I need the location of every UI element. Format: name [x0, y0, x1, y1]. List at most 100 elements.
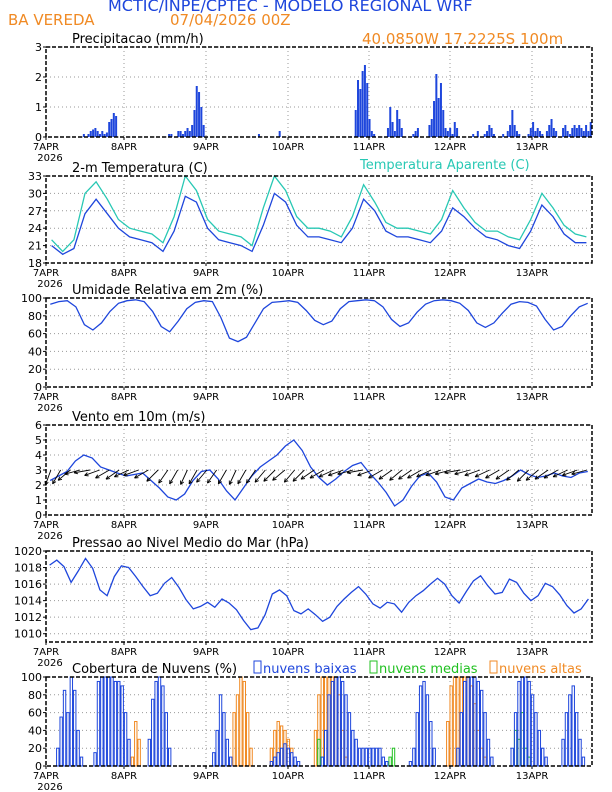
wind-arrow-head: [407, 474, 411, 479]
cloud-bar-0: [422, 680, 426, 767]
wind-arrow-head: [571, 473, 576, 476]
rh-ytick-label: 40: [28, 345, 42, 358]
wind-arrow-head: [57, 476, 61, 481]
cloud-bar-0: [167, 747, 172, 767]
cloud-bar-2: [130, 756, 135, 767]
wind-arrow-head: [196, 478, 199, 483]
wind-arrow: [228, 469, 237, 485]
temp-series-1: [51, 174, 587, 253]
wind-arrow-head: [123, 472, 127, 476]
wind-arrow: [389, 469, 403, 481]
cloud-bar-0: [337, 676, 341, 767]
cloud-bar-0: [351, 729, 355, 767]
cloud-bar-0: [524, 676, 528, 767]
wind-arrow-head: [73, 472, 79, 475]
wind-arrow: [134, 469, 149, 479]
cloud-bar-0: [544, 756, 548, 767]
rh-ytick-label: 60: [28, 328, 42, 341]
precip-bar: [428, 125, 431, 137]
precip-bar: [536, 128, 539, 137]
wind-arrow: [84, 469, 100, 476]
precip-bar: [186, 128, 189, 137]
precip-bar: [451, 134, 454, 137]
temp-ytick-label: 18: [28, 257, 42, 270]
precip-bar: [476, 131, 479, 137]
cloud-bar-0: [56, 747, 60, 767]
cloud-bar-0: [93, 752, 97, 767]
cloud-bar-2: [313, 729, 318, 767]
cloud-bar-0: [161, 685, 165, 767]
cloud-bar-0: [520, 676, 525, 767]
wind-arrow: [337, 469, 354, 475]
wind-arrow-head: [552, 473, 557, 478]
legend-label: nuvens altas: [499, 662, 582, 677]
precip-bar: [568, 134, 571, 137]
precip-bar: [430, 119, 433, 137]
cloud-bar-0: [374, 747, 379, 767]
cloud-bar-2: [134, 721, 138, 767]
cloud-bar-0: [66, 712, 70, 767]
pres-frame: [45, 550, 593, 643]
wind-arrow-head: [52, 481, 57, 485]
cloud-bar-0: [574, 712, 579, 767]
cloud-bar-0: [290, 752, 294, 767]
clouds-ytick-label: 100: [21, 671, 42, 684]
cloud-bar-0: [490, 756, 494, 767]
pres-xtick-label: 12APR: [434, 647, 467, 658]
precip-bar: [502, 134, 505, 137]
wind-arrow: [300, 469, 315, 480]
wind-arrow-head: [207, 480, 212, 484]
wind-year-label: 2026: [37, 531, 62, 542]
wind-arrow: [562, 469, 578, 476]
precip-bar: [486, 131, 489, 137]
temp-ytick-label: 30: [28, 187, 42, 200]
rh-frame: [45, 297, 593, 388]
pres-ytick-label: 1014: [14, 595, 42, 608]
wind-arrow: [263, 469, 276, 482]
wind-arrow: [485, 469, 500, 479]
wind-arrow-head: [516, 477, 520, 482]
wind-arrow-head: [158, 480, 163, 484]
precip-bar: [573, 125, 576, 137]
cloud-bar-0: [59, 716, 63, 767]
wind-arrow: [425, 469, 442, 476]
cloud-bar-0: [215, 729, 219, 767]
wind-arrow-head: [84, 472, 88, 476]
legend-swatch-0: [253, 660, 262, 674]
precip-ytick-label: 2: [35, 71, 42, 84]
wind-arrow: [169, 469, 179, 485]
wind-xtick-label: 11APR: [353, 520, 386, 531]
precip-bar: [198, 92, 201, 137]
wind-arrow-head: [534, 478, 540, 480]
precip-bar: [529, 128, 532, 137]
legend-label: nuvens medias: [379, 662, 478, 677]
cloud-bar-0: [371, 747, 375, 767]
wind-arrow: [407, 469, 422, 479]
cloud-bar-2: [320, 676, 324, 767]
cloud-bar-0: [456, 747, 460, 767]
wind-arrow-head: [263, 477, 266, 482]
wind-arrow: [454, 469, 471, 475]
precip-bar: [357, 80, 360, 137]
temp-xtick-label: 10APR: [272, 268, 305, 279]
wind-arrow: [283, 469, 295, 483]
wind-arrow-head: [218, 481, 222, 485]
cloud-bar-0: [517, 680, 521, 767]
precip-year-label: 2026: [37, 153, 62, 164]
pres-ytick-label: 1020: [14, 545, 42, 558]
cloud-bar-0: [62, 689, 67, 767]
wind-arrow-head: [506, 478, 511, 481]
wind-arrow-head: [398, 478, 403, 480]
precip-bar: [444, 128, 447, 137]
temp-ytick-label: 33: [28, 170, 42, 183]
precip-bar: [115, 116, 118, 137]
cloud-bar-0: [117, 680, 121, 767]
precip-bar: [435, 74, 438, 137]
precip-xtick-label: 11APR: [353, 142, 386, 153]
precip-bar: [550, 119, 553, 137]
cloud-bar-0: [469, 676, 474, 767]
cloud-bar-0: [486, 738, 491, 767]
precip-bar: [515, 131, 518, 137]
cloud-bar-0: [354, 738, 358, 767]
precip-bar: [532, 122, 535, 137]
